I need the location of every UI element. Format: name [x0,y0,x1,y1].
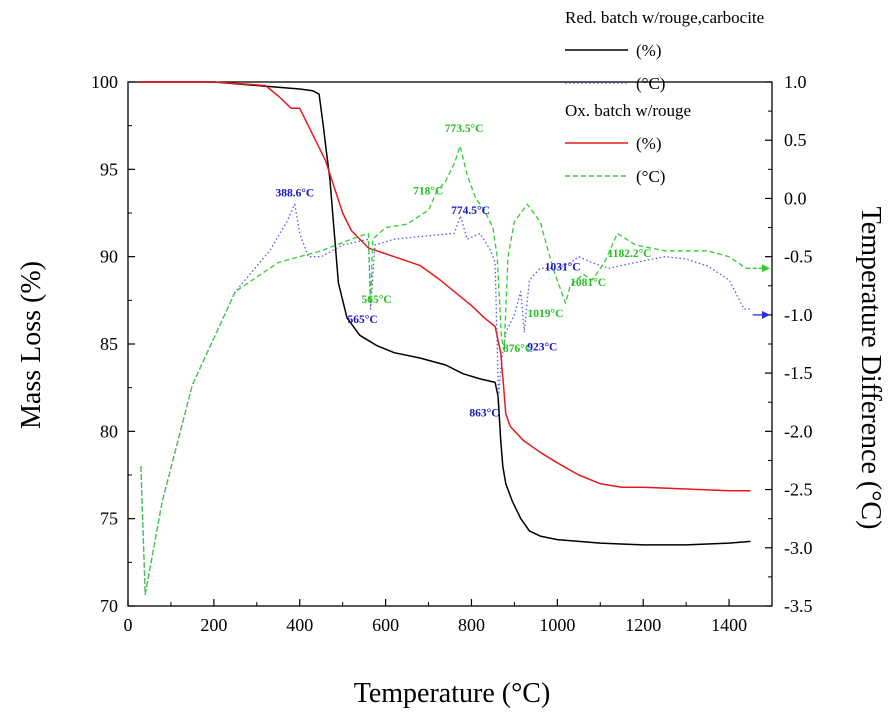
y2-tick-label: -3.0 [784,538,813,558]
x-tick-label: 1200 [625,615,661,635]
y2-tick-label: -0.5 [784,247,813,267]
right-y-axis-title: Temperature Difference (°C) [855,207,886,530]
series-red-batch-mass [138,81,751,546]
annotation-green: 876°C [503,343,533,355]
x-tick-label: 400 [286,615,313,635]
x-tick-label: 600 [372,615,399,635]
legend: Red. batch w/rouge,carbocite (%) (°C) Ox… [565,8,764,186]
y2-tick-label: 1.0 [784,72,807,92]
end-arrow-green-head [762,264,770,273]
annotation-blue: 863°C [469,407,499,419]
legend-red-batch-mass-label: (%) [636,41,661,60]
x-tick-label: 200 [200,615,227,635]
y2-tick-label: -2.5 [784,480,813,500]
x-tick-label: 800 [458,615,485,635]
x-axis-title: Temperature (°C) [354,678,551,709]
y2-tick-label: -2.0 [784,421,813,441]
x-tick-label: 1400 [711,615,747,635]
legend-ox-batch-mass-label: (%) [636,134,661,153]
annotation-green: 718°C [413,186,443,198]
annotation-green: 565°C [361,294,391,306]
x-tick-label: 1000 [539,615,575,635]
annotation-green: 1019°C [528,308,564,320]
y2-tick-label: -1.0 [784,305,813,325]
y2-tick-label: 0.0 [784,188,807,208]
legend-group1-title: Red. batch w/rouge,carbocite [565,8,764,27]
series-ox-batch-dta [140,145,751,596]
y-tick-label: 85 [100,334,118,354]
right-y-axis-ticks: -3.5 -3.0 -2.5 -2.0 -1.5 -1.0 -0.5 0.0 0.5 1.0 [765,72,813,616]
y2-tick-label: -3.5 [784,596,813,616]
annotation-blue: 388.6°C [275,187,314,199]
series-ox-batch-mass [138,81,751,492]
series-layer [138,81,751,596]
annotation-blue: 923°C [527,341,557,353]
y-tick-label: 100 [91,72,118,92]
legend-ox-batch-dta-label: (°C) [636,167,665,186]
annotation-green: 1081°C [570,277,606,289]
annotation-green: 773.5°C [445,123,484,135]
end-arrow-blue-head [762,310,770,319]
plot-frame [127,81,773,607]
left-y-axis-ticks: 70 75 80 85 90 95 100 [91,72,135,616]
peak-annotations: 388.6°C 565°C 565°C 718°C 773.5°C 774.5°C 863°… [275,123,651,419]
y-tick-label: 80 [100,421,118,441]
annotation-blue: 565°C [347,314,377,326]
y2-tick-label: -1.5 [784,363,813,383]
annotation-green: 1182.2°C [608,248,652,260]
y-tick-label: 90 [100,247,118,267]
y-tick-label: 95 [100,159,118,179]
legend-red-batch-dta-label: (°C) [636,74,665,93]
plot-area-border [127,81,773,607]
annotation-blue: 774.5°C [451,205,490,217]
end-arrows [752,264,770,319]
x-axis-ticks: 0 200 400 600 800 1000 1200 1400 [124,599,747,635]
y2-tick-label: 0.5 [784,130,807,150]
y-tick-label: 70 [100,596,118,616]
left-y-axis-title: Mass Loss (%) [16,261,47,429]
series-red-batch-dta [140,203,751,596]
y-tick-label: 75 [100,509,118,529]
annotation-blue: 1031°C [545,261,581,273]
legend-group2-title: Ox. batch w/rouge [565,101,691,120]
x-tick-label: 0 [124,615,133,635]
